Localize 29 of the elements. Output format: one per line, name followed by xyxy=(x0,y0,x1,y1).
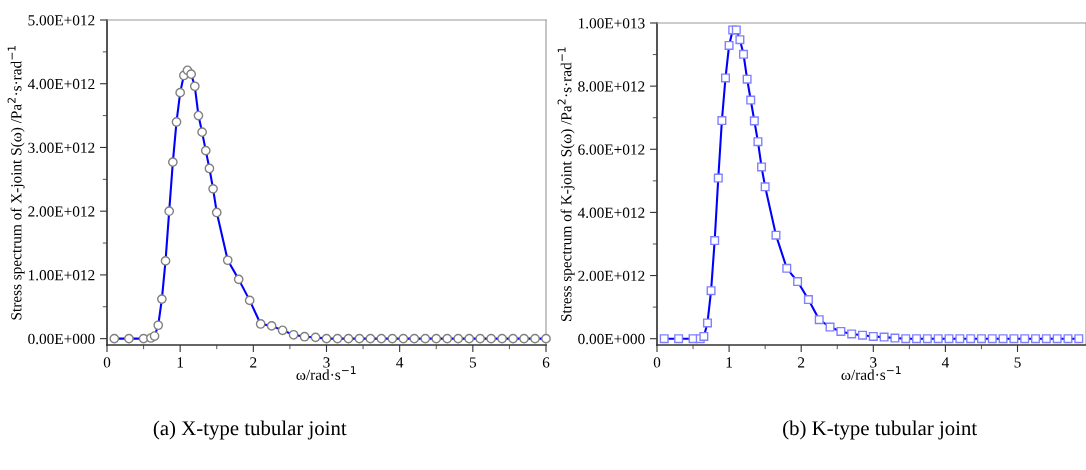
x-tick-label: 0 xyxy=(103,357,111,368)
x-tick-label: 2 xyxy=(250,357,257,368)
x-tick-label: 1 xyxy=(177,357,184,368)
x-tick-label: 3 xyxy=(870,357,877,368)
y-tick-label: 1.00E+013 xyxy=(578,18,645,29)
y-tick-label: 6.00E+012 xyxy=(578,144,645,155)
y-tick-label: 5.00E+012 xyxy=(28,15,95,26)
x-tick-label: 1 xyxy=(726,357,732,368)
x-tick-label: 2 xyxy=(798,357,805,368)
text: (b) K-type tubular joint xyxy=(783,420,978,440)
y-axis-title: Stress spectrum of X-joint S(ω) /Pa$^{2}$·s·rad$^{−1}$ xyxy=(7,45,25,320)
x-tick-label: 5 xyxy=(1014,357,1021,368)
x-tick-label: 4 xyxy=(396,357,404,368)
y-tick-label: 0.00E+000 xyxy=(28,333,95,345)
y-tick-label: 4.00E+012 xyxy=(577,207,645,218)
y-axis-title: Stress spectrum of K-joint S(ω) /Pa$^{2}$·s·rad$^{−1}$ xyxy=(557,47,575,322)
x-tick-label: 6 xyxy=(542,357,550,368)
x-tick-label: 3 xyxy=(323,357,330,368)
y-tick-label: 4.00E+012 xyxy=(27,78,95,90)
y-tick-label: 8.00E+012 xyxy=(578,81,645,92)
y-tick-label: 2.00E+012 xyxy=(28,206,95,217)
x-tick-label: 5 xyxy=(469,357,477,368)
text: (a) X-type tubular joint xyxy=(153,420,347,440)
x-tick-label: 4 xyxy=(941,357,949,368)
y-tick-label: 1.00E+012 xyxy=(28,270,95,281)
y-tick-label: 3.00E+012 xyxy=(28,142,95,153)
y-tick-label: 0.00E+000 xyxy=(578,333,645,345)
x-tick-label: 0 xyxy=(653,357,661,368)
y-tick-label: 2.00E+012 xyxy=(578,270,645,282)
